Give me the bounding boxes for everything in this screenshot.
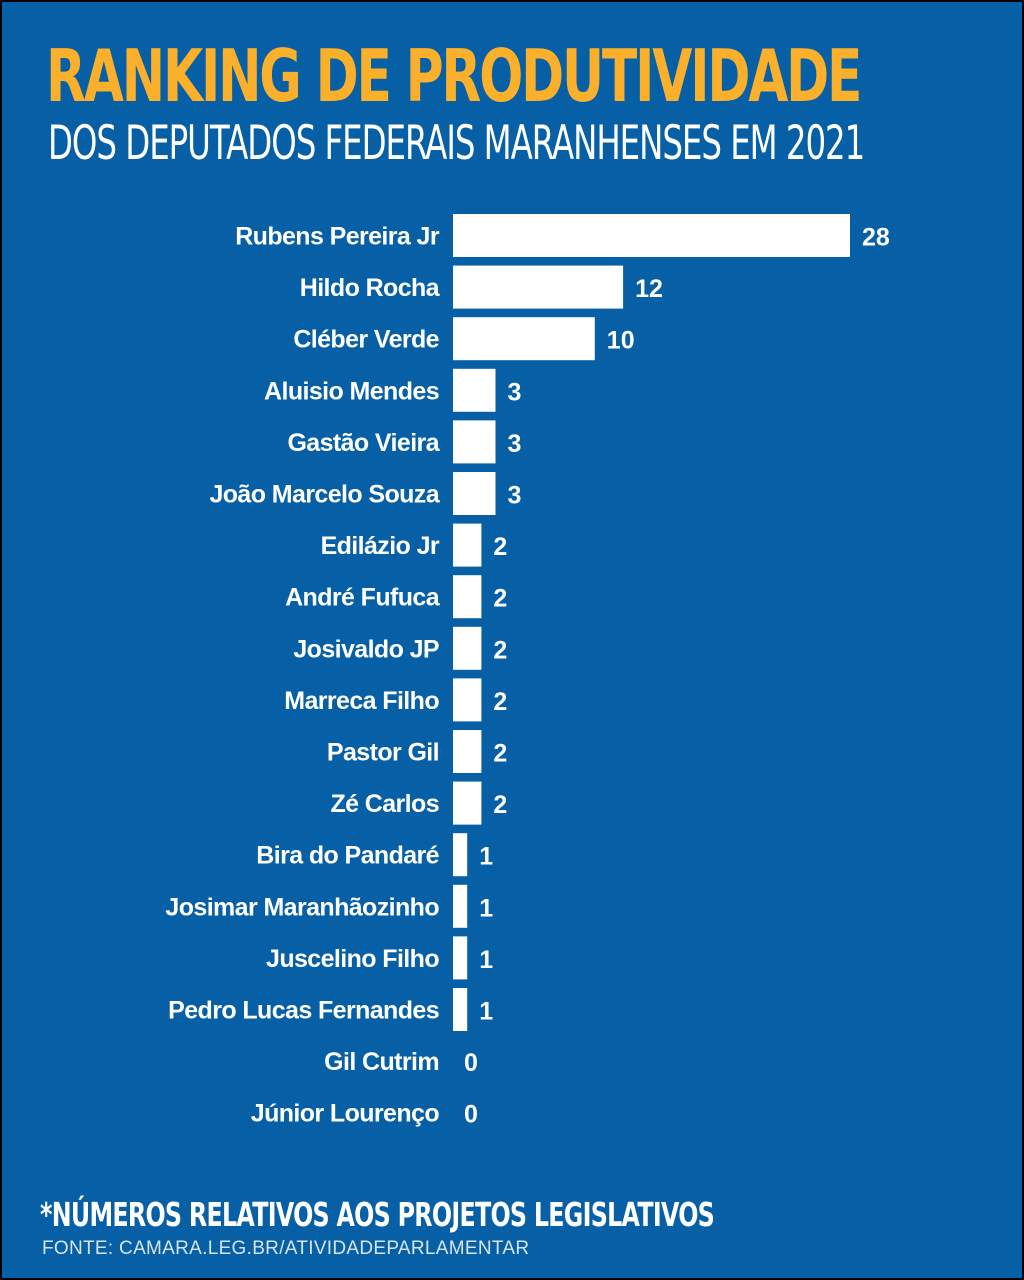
data-label: 3 <box>508 430 522 458</box>
data-label: 2 <box>493 533 507 561</box>
bar <box>453 368 496 412</box>
bar <box>453 523 482 567</box>
chart-subtitle: DOS DEPUTADOS FEDERAIS MARANHENSES EM 20… <box>48 116 865 171</box>
data-label: 3 <box>508 378 522 406</box>
category-label: Pedro Lucas Fernandes <box>168 997 439 1025</box>
category-label: Gil Cutrim <box>324 1048 439 1076</box>
data-label: 1 <box>479 998 493 1026</box>
data-label: 0 <box>464 1049 478 1077</box>
bar <box>453 317 595 361</box>
category-label: Pastor Gil <box>327 739 439 767</box>
category-label: Bira do Pandaré <box>256 842 439 870</box>
category-label: Gastão Vieira <box>287 429 440 457</box>
bar <box>453 420 496 464</box>
data-label: 1 <box>479 894 493 922</box>
data-label: 2 <box>493 585 507 613</box>
bar <box>453 575 482 619</box>
bar <box>453 781 482 825</box>
category-label: Edilázio Jr <box>321 532 440 560</box>
category-label: João Marcelo Souza <box>209 481 440 509</box>
source-note: FONTE: CAMARA.LEG.BR/ATIVIDADEPARLAMENTA… <box>42 1238 530 1259</box>
category-label: Cléber Verde <box>293 326 439 354</box>
data-label: 0 <box>464 1101 478 1129</box>
bar <box>453 678 482 722</box>
bar <box>453 265 624 309</box>
category-label: Marreca Filho <box>284 687 439 715</box>
data-label: 3 <box>508 482 522 510</box>
data-label: 2 <box>493 688 507 716</box>
data-label: 2 <box>493 791 507 819</box>
bar <box>453 988 468 1031</box>
data-label: 10 <box>607 327 635 355</box>
data-label: 12 <box>635 275 663 303</box>
category-label: Aluisio Mendes <box>264 377 439 405</box>
bar <box>453 730 482 773</box>
bar <box>453 833 468 877</box>
category-label: Hildo Rocha <box>300 274 441 302</box>
category-label: Zé Carlos <box>330 790 439 818</box>
bar <box>453 472 496 515</box>
data-label: 28 <box>862 224 890 252</box>
data-label: 2 <box>493 636 507 664</box>
category-label: Rubens Pereira Jr <box>235 223 440 251</box>
category-label: Juscelino Filho <box>266 945 439 973</box>
bar <box>453 214 850 257</box>
category-label: Josivaldo JP <box>293 635 439 663</box>
category-label: Josimar Maranhãozinho <box>165 893 439 921</box>
bar <box>453 936 468 980</box>
data-label: 2 <box>493 740 507 768</box>
data-label: 1 <box>479 843 493 871</box>
footnote: *NÚMEROS RELATIVOS AOS PROJETOS LEGISLAT… <box>40 1195 715 1234</box>
chart-title: RANKING DE PRODUTIVIDADE <box>46 34 862 118</box>
bar <box>453 626 482 670</box>
bar <box>453 884 468 928</box>
category-label: André Fufuca <box>285 584 441 612</box>
data-label: 1 <box>479 946 493 974</box>
category-label: Júnior Lourenço <box>251 1100 440 1128</box>
